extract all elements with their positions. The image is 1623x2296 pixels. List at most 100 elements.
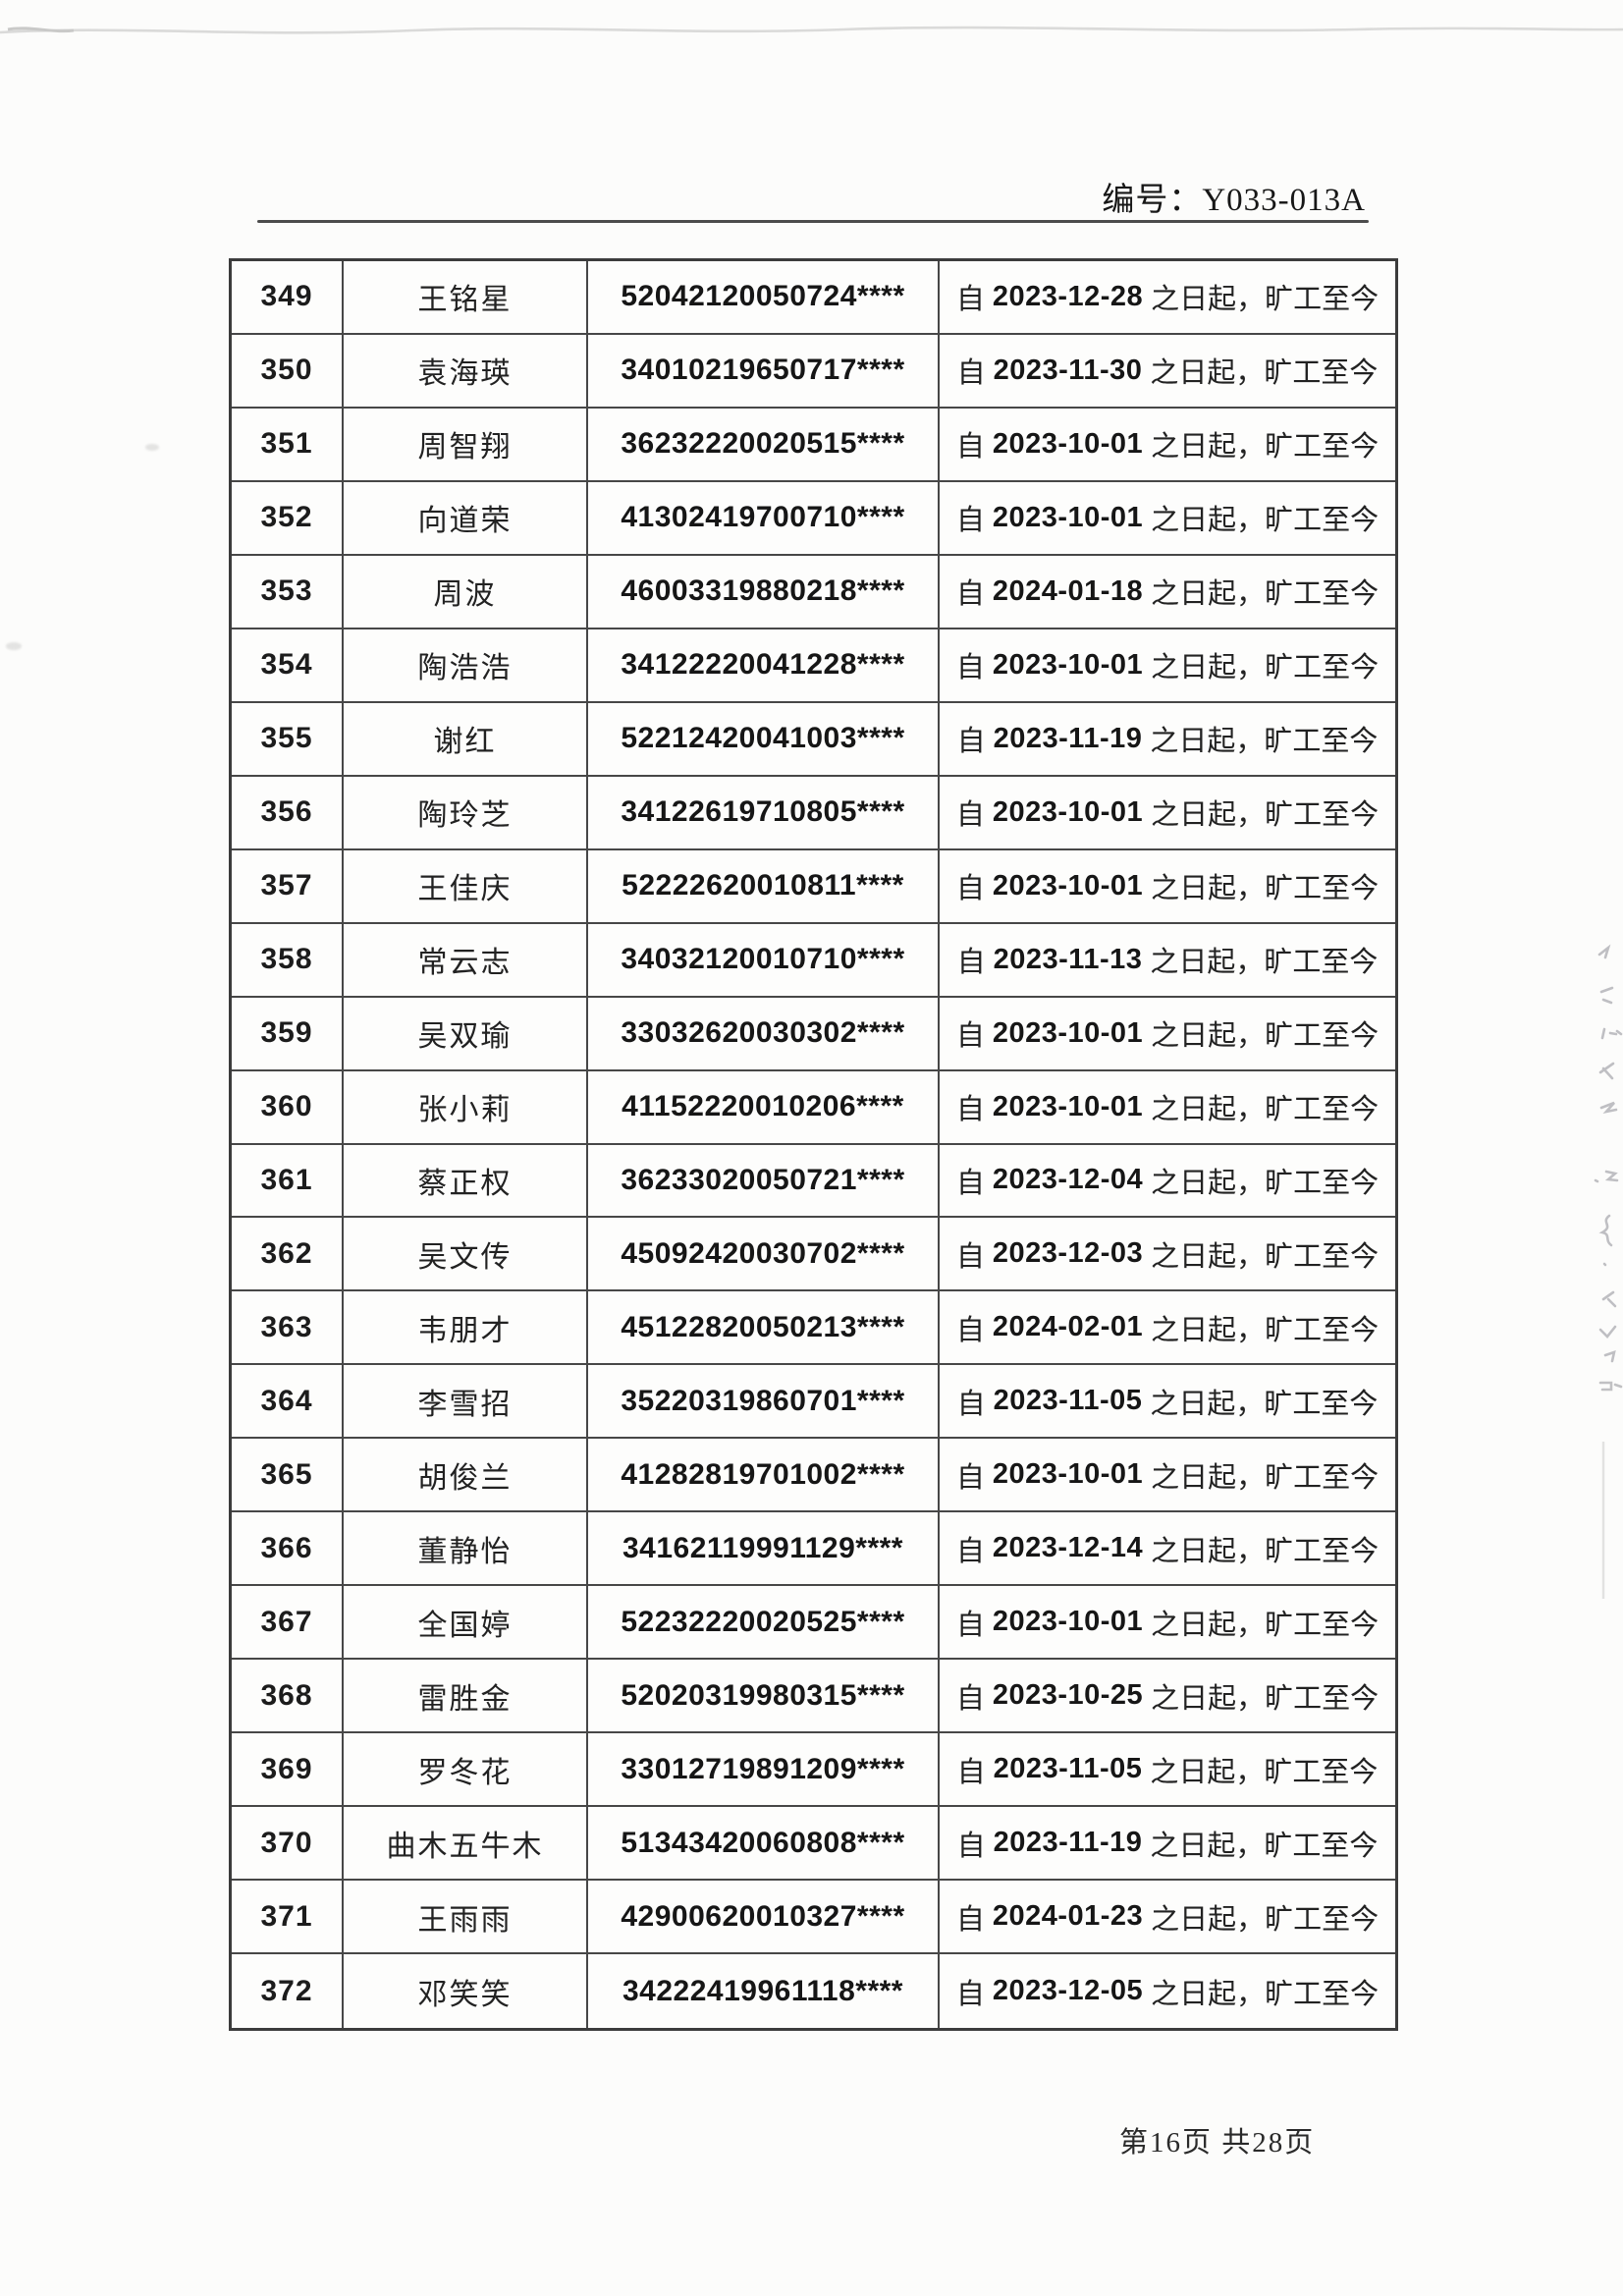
table-row: 364 李雪招 35220319860701**** 自 2023-11-05 之日…: [232, 1365, 1395, 1440]
status-prefix: 自: [956, 1388, 986, 1420]
cell-employee-name: 陶玲芝: [344, 776, 588, 848]
status-suffix: 之日起，旷工至今: [1150, 1388, 1379, 1420]
status-prefix: 自: [955, 578, 985, 611]
cell-id-number-masked: 36233020050721****: [588, 1144, 940, 1217]
absence-start-date: 2023-10-01: [992, 1458, 1144, 1491]
status-suffix: 之日起，旷工至今: [1151, 1167, 1380, 1199]
status-suffix: 之日起，旷工至今: [1151, 652, 1380, 684]
table-row: 361 蔡正权 36233020050721**** 自 2023-12-04 之日…: [232, 1144, 1395, 1219]
scan-edge-artifact: [0, 26, 1623, 34]
document-number: 编号：Y033-013A: [1102, 183, 1366, 218]
cell-row-number: 369: [232, 1733, 344, 1806]
cell-id-number-masked: 34122619710805****: [588, 776, 940, 848]
status-prefix: 自: [955, 1240, 985, 1273]
table-row: 351 周智翔 36232220020515**** 自 2023-10-01 之日…: [232, 408, 1395, 482]
table-row: 349 王铭星 52042120050724**** 自 2023-12-28 之日…: [232, 261, 1395, 335]
cell-absence-status: 自 2023-10-01 之日起，旷工至今: [940, 629, 1395, 701]
table-row: 368 雷胜金 52020319980315**** 自 2023-10-25 之日…: [232, 1660, 1395, 1734]
status-suffix: 之日起，旷工至今: [1151, 1535, 1380, 1567]
cell-employee-name: 韦朋才: [344, 1291, 588, 1364]
cell-absence-status: 自 2023-10-01 之日起，旷工至今: [940, 998, 1395, 1069]
cell-row-number: 353: [232, 555, 344, 628]
cell-absence-status: 自 2023-10-01 之日起，旷工至今: [940, 482, 1395, 554]
cell-id-number-masked: 33012719891209****: [588, 1733, 940, 1806]
cell-absence-status: 自 2024-01-18 之日起，旷工至今: [940, 556, 1395, 628]
cell-row-number: 372: [232, 1954, 344, 2028]
absence-start-date: 2023-11-05: [993, 1385, 1143, 1417]
cell-id-number-masked: 45122820050213****: [588, 1291, 940, 1364]
cell-id-number-masked: 33032620030302****: [588, 997, 940, 1069]
status-prefix: 自: [955, 873, 985, 905]
status-prefix: 自: [955, 1535, 985, 1567]
cell-id-number-masked: 41302419700710****: [588, 481, 940, 554]
status-prefix: 自: [956, 1830, 986, 1862]
cell-absence-status: 自 2023-11-19 之日起，旷工至今: [940, 703, 1395, 775]
table-row: 372 邓笑笑 34222419961118**** 自 2023-12-05 之日…: [232, 1954, 1395, 2028]
cell-id-number-masked: 34162119991129****: [588, 1512, 940, 1585]
cell-employee-name: 周智翔: [344, 408, 588, 480]
cell-id-number-masked: 52020319980315****: [588, 1660, 940, 1732]
cell-row-number: 359: [232, 997, 344, 1069]
cell-absence-status: 自 2023-10-01 之日起，旷工至今: [940, 850, 1395, 922]
status-prefix: 自: [955, 1609, 985, 1641]
status-suffix: 之日起，旷工至今: [1150, 1830, 1379, 1862]
status-suffix: 之日起，旷工至今: [1151, 1903, 1380, 1936]
table-row: 357 王佳庆 52222620010811**** 自 2023-10-01 之日…: [232, 849, 1395, 924]
cell-employee-name: 陶浩浩: [344, 629, 588, 701]
cell-absence-status: 自 2023-10-01 之日起，旷工至今: [940, 409, 1395, 480]
absence-start-date: 2023-11-19: [993, 722, 1143, 754]
absence-start-date: 2023-10-01: [992, 1606, 1144, 1638]
cell-row-number: 367: [232, 1586, 344, 1659]
cell-row-number: 352: [232, 481, 344, 554]
status-suffix: 之日起，旷工至今: [1151, 1978, 1380, 2010]
status-prefix: 自: [956, 726, 986, 758]
status-prefix: 自: [955, 1314, 985, 1346]
status-prefix: 自: [955, 1167, 985, 1199]
status-suffix: 之日起，旷工至今: [1150, 726, 1379, 758]
status-prefix: 自: [955, 1978, 985, 2010]
absence-start-date: 2023-12-05: [992, 1975, 1144, 2007]
cell-row-number: 351: [232, 408, 344, 480]
cell-id-number-masked: 36232220020515****: [588, 408, 940, 480]
cell-employee-name: 邓笑笑: [344, 1954, 588, 2028]
table-row: 359 吴双瑜 33032620030302**** 自 2023-10-01 之日…: [232, 997, 1395, 1071]
table-row: 367 全国婷 52232220020525**** 自 2023-10-01 之日…: [232, 1586, 1395, 1661]
margin-handwriting-artifact: [1594, 944, 1623, 1599]
cell-row-number: 350: [232, 334, 344, 407]
absence-start-date: 2023-10-01: [992, 795, 1144, 828]
cell-row-number: 368: [232, 1660, 344, 1732]
absence-start-date: 2023-10-01: [992, 501, 1144, 533]
cell-row-number: 357: [232, 849, 344, 922]
cell-id-number-masked: 52232220020525****: [588, 1586, 940, 1659]
status-suffix: 之日起，旷工至今: [1151, 1240, 1380, 1273]
header-divider-line: [257, 220, 1369, 223]
absence-start-date: 2023-10-25: [992, 1679, 1144, 1712]
cell-employee-name: 谢红: [344, 702, 588, 775]
absence-start-date: 2023-10-01: [992, 869, 1144, 902]
absence-start-date: 2023-10-01: [992, 427, 1144, 460]
cell-id-number-masked: 34122220041228****: [588, 629, 940, 701]
cell-row-number: 365: [232, 1439, 344, 1511]
cell-id-number-masked: 34222419961118****: [588, 1954, 940, 2028]
cell-employee-name: 王雨雨: [344, 1881, 588, 1953]
status-prefix: 自: [955, 1094, 985, 1126]
table-row: 366 董静怡 34162119991129**** 自 2023-12-14 之日…: [232, 1512, 1395, 1587]
status-prefix: 自: [956, 357, 986, 390]
cell-row-number: 371: [232, 1881, 344, 1953]
status-prefix: 自: [955, 284, 985, 316]
status-suffix: 之日起，旷工至今: [1150, 1756, 1379, 1788]
status-prefix: 自: [955, 1903, 985, 1936]
absence-start-date: 2023-10-01: [992, 648, 1144, 681]
absence-start-date: 2023-11-05: [993, 1753, 1143, 1785]
status-suffix: 之日起，旷工至今: [1151, 799, 1380, 832]
cell-row-number: 366: [232, 1512, 344, 1585]
status-suffix: 之日起，旷工至今: [1151, 873, 1380, 905]
cell-id-number-masked: 41152220010206****: [588, 1070, 940, 1143]
status-prefix: 自: [955, 505, 985, 537]
status-prefix: 自: [956, 947, 986, 979]
cell-employee-name: 雷胜金: [344, 1660, 588, 1732]
table-row: 355 谢红 52212420041003**** 自 2023-11-19 之日起…: [232, 702, 1395, 777]
cell-employee-name: 蔡正权: [344, 1144, 588, 1217]
table-row: 352 向道荣 41302419700710**** 自 2023-10-01 之日…: [232, 481, 1395, 556]
cell-absence-status: 自 2023-12-05 之日起，旷工至今: [940, 1954, 1395, 2028]
